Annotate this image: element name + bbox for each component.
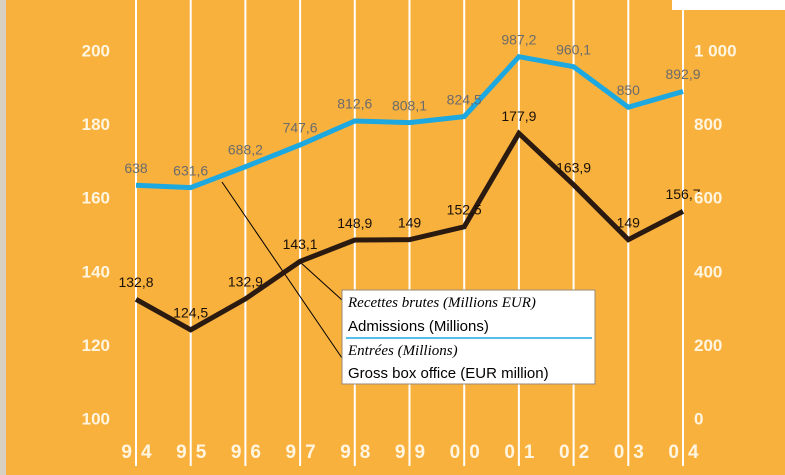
value-label: 747,6 <box>283 120 318 136</box>
value-label: 688,2 <box>228 141 263 157</box>
value-label: 149 <box>617 214 641 230</box>
value-label: 149 <box>398 214 422 230</box>
value-label: 987,2 <box>501 31 536 47</box>
x-tick-label: 02 <box>559 442 598 463</box>
corner <box>672 0 785 10</box>
y-tick-label: 120 <box>82 336 110 355</box>
value-label: 638 <box>124 160 148 176</box>
value-label: 808,1 <box>392 97 427 113</box>
legend-label: Gross box office (EUR million) <box>348 365 549 382</box>
series-line <box>134 129 685 333</box>
value-label: 960,1 <box>556 41 591 57</box>
value-label: 631,6 <box>173 162 208 178</box>
y-tick-label: 180 <box>82 115 110 134</box>
value-label: 143,1 <box>283 236 318 252</box>
value-label: 850 <box>617 82 641 98</box>
x-tick-label: 97 <box>286 442 325 463</box>
value-label: 132,9 <box>228 274 263 290</box>
x-tick-label: 00 <box>450 442 489 463</box>
x-tick-label: 95 <box>176 442 215 463</box>
y2-tick-label: 800 <box>694 115 722 134</box>
x-tick-label: 04 <box>668 442 707 463</box>
value-label: 152,5 <box>447 202 482 218</box>
y2-tick-label: 1 000 <box>694 41 737 60</box>
legend-label-alt: Entrées (Millions) <box>347 343 458 359</box>
legend-box <box>341 289 596 385</box>
y-tick-label: 160 <box>82 189 110 208</box>
left-edge <box>0 0 6 475</box>
value-label: 163,9 <box>556 160 591 176</box>
x-tick-label: 94 <box>121 442 160 463</box>
y-tick-label: 140 <box>82 262 110 281</box>
value-label: 132,8 <box>118 274 153 290</box>
y2-tick-label: 400 <box>694 262 722 281</box>
y2-tick-label: 600 <box>694 189 722 208</box>
y2-tick-label: 0 <box>694 409 703 428</box>
value-label: 156,7 <box>665 186 700 202</box>
value-label: 148,9 <box>337 215 372 231</box>
y2-tick-label: 200 <box>694 336 722 355</box>
legend: Recettes brutes (Millions EUR) Admission… <box>341 289 596 385</box>
series-line <box>135 54 684 191</box>
y-tick-label: 100 <box>82 409 110 428</box>
value-label: 892,9 <box>665 66 700 82</box>
legend-label: Admissions (Millions) <box>348 318 489 335</box>
leader-line <box>221 181 343 359</box>
legend-label-alt: Recettes brutes (Millions EUR) <box>347 295 536 311</box>
leader-line <box>299 261 343 301</box>
x-tick-label: 99 <box>395 442 434 463</box>
value-label: 812,6 <box>337 96 372 112</box>
y-tick-label: 200 <box>82 41 110 60</box>
value-label: 177,9 <box>501 108 536 124</box>
x-tick-label: 03 <box>614 442 653 463</box>
x-tick-label: 96 <box>231 442 270 463</box>
value-label: 824,5 <box>447 91 482 107</box>
x-tick-label: 01 <box>504 442 543 463</box>
x-tick-label: 98 <box>340 442 379 463</box>
value-label: 124,5 <box>173 305 208 321</box>
